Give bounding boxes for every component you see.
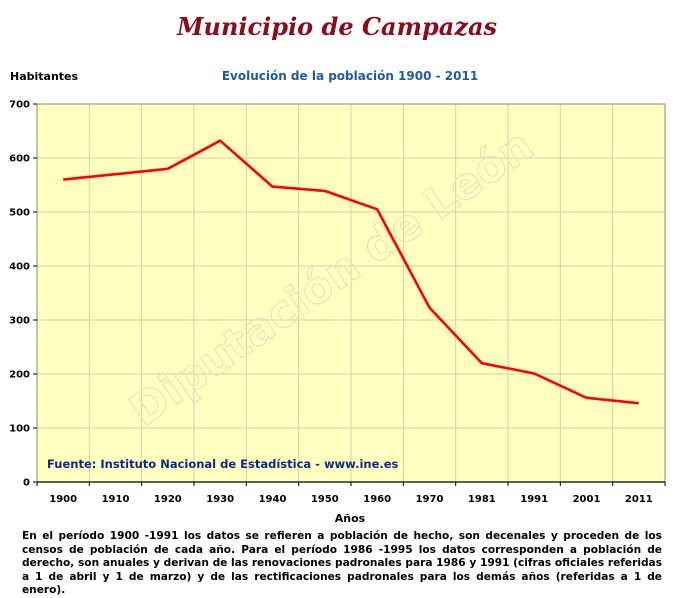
y-tick-label: 500 xyxy=(9,208,30,219)
y-axis: 0 100 200 300 400 500 600 700 xyxy=(9,100,37,489)
y-tick-label: 700 xyxy=(9,100,30,111)
x-tick-label: 1960 xyxy=(363,494,391,505)
x-axis: 1900 1910 1920 1930 1940 1950 1960 1970 1981 1991… xyxy=(36,481,666,505)
series-line xyxy=(63,139,639,405)
page-title: Municipio de Campazas xyxy=(176,12,498,41)
y-axis-label: Habitantes xyxy=(10,70,79,83)
y-tick-label: 200 xyxy=(9,370,30,381)
y-tick-label: 0 xyxy=(23,478,30,489)
x-tick-label: 1920 xyxy=(154,494,182,505)
source-text: Fuente: Instituto Nacional de Estadístic… xyxy=(47,457,399,471)
y-tick-label: 600 xyxy=(9,154,30,165)
x-tick-label: 1981 xyxy=(468,494,496,505)
y-tick-label: 300 xyxy=(9,316,30,327)
x-tick-label: 1950 xyxy=(311,494,339,505)
x-tick-label: 2011 xyxy=(625,494,653,505)
x-axis-label: Años xyxy=(334,512,366,525)
x-tick-label: 1991 xyxy=(520,494,548,505)
x-tick-label: 1900 xyxy=(49,494,77,505)
line-chart: Diputación de León 010020030040050060070… xyxy=(9,100,666,505)
chart-title: Evolución de la población 1900 - 2011 xyxy=(221,69,479,83)
y-tick-label: 400 xyxy=(9,262,30,273)
y-tick-label: 100 xyxy=(9,424,30,435)
x-tick-label: 1970 xyxy=(416,494,444,505)
x-tick-label: 1910 xyxy=(102,494,130,505)
x-tick-label: 2001 xyxy=(573,494,601,505)
footnote: En el período 1900 -1991 los datos se re… xyxy=(22,530,662,596)
x-tick-label: 1930 xyxy=(206,494,234,505)
x-tick-label: 1940 xyxy=(259,494,287,505)
